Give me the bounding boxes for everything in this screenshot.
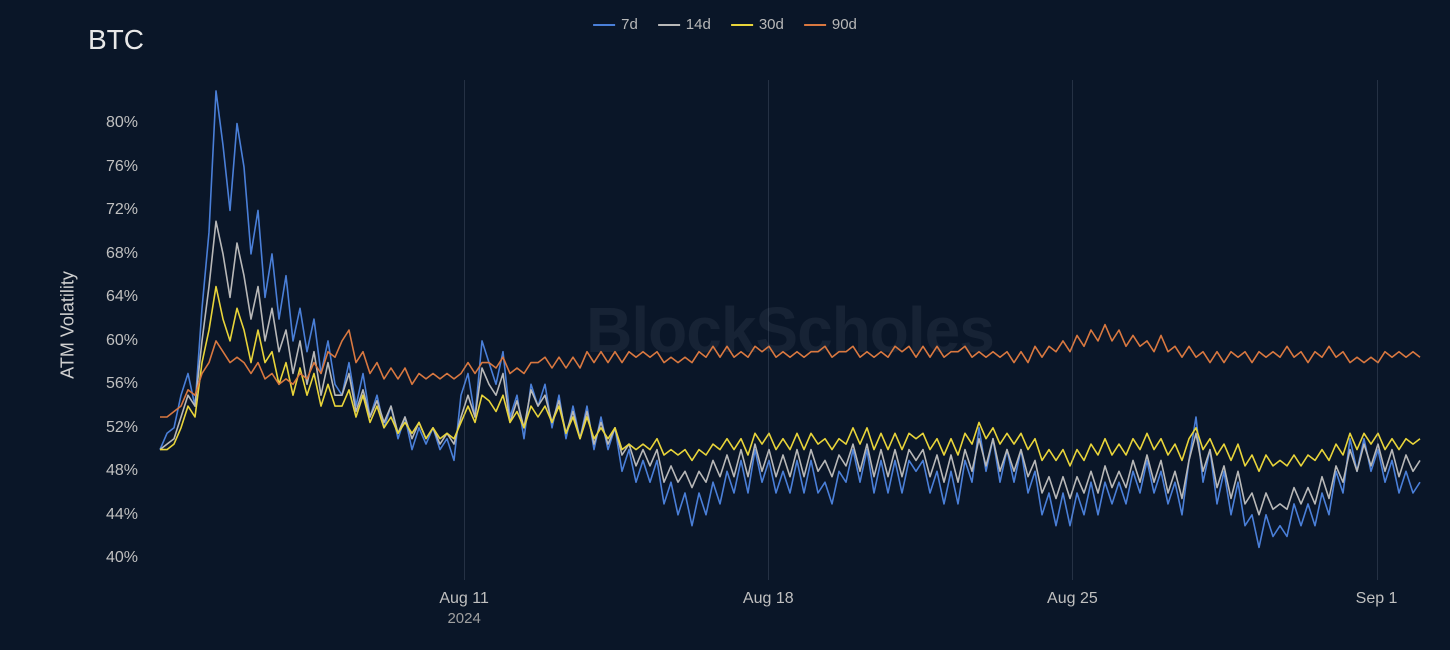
y-tick: 68% bbox=[106, 245, 138, 263]
x-gridline bbox=[1377, 80, 1378, 580]
y-tick: 72% bbox=[106, 201, 138, 219]
legend-label: 30d bbox=[759, 16, 784, 33]
y-tick: 76% bbox=[106, 158, 138, 176]
legend-swatch-icon bbox=[593, 24, 615, 26]
legend-item-30d[interactable]: 30d bbox=[731, 16, 784, 33]
y-tick: 56% bbox=[106, 375, 138, 393]
y-tick: 48% bbox=[106, 462, 138, 480]
x-tick: Aug 18 bbox=[743, 590, 794, 608]
legend-item-90d[interactable]: 90d bbox=[804, 16, 857, 33]
series-30d bbox=[160, 287, 1420, 472]
chart-legend: 7d 14d 30d 90d bbox=[593, 16, 857, 33]
legend-swatch-icon bbox=[658, 24, 680, 26]
legend-swatch-icon bbox=[731, 24, 753, 26]
x-tick: Aug 112024 bbox=[439, 590, 489, 627]
legend-label: 90d bbox=[832, 16, 857, 33]
volatility-chart: BTC 7d 14d 30d 90d ATM Volatility BlockScho… bbox=[0, 0, 1450, 650]
series-90d bbox=[160, 325, 1420, 417]
series-14d bbox=[160, 221, 1420, 515]
chart-lines bbox=[160, 80, 1420, 580]
y-tick: 44% bbox=[106, 506, 138, 524]
x-gridline bbox=[768, 80, 769, 580]
legend-item-7d[interactable]: 7d bbox=[593, 16, 638, 33]
x-tick: Aug 25 bbox=[1047, 590, 1098, 608]
legend-item-14d[interactable]: 14d bbox=[658, 16, 711, 33]
legend-swatch-icon bbox=[804, 24, 826, 26]
y-tick: 52% bbox=[106, 419, 138, 437]
legend-label: 7d bbox=[621, 16, 638, 33]
x-gridline bbox=[464, 80, 465, 580]
y-tick: 60% bbox=[106, 332, 138, 350]
y-tick: 64% bbox=[106, 288, 138, 306]
y-axis-label: ATM Volatility bbox=[57, 271, 78, 379]
legend-label: 14d bbox=[686, 16, 711, 33]
y-tick: 40% bbox=[106, 549, 138, 567]
y-tick: 80% bbox=[106, 114, 138, 132]
chart-title: BTC bbox=[88, 24, 144, 56]
series-7d bbox=[160, 91, 1420, 548]
plot-area: BlockScholes 40%44%48%52%56%60%64%68%72%… bbox=[160, 80, 1420, 580]
x-gridline bbox=[1072, 80, 1073, 580]
x-tick: Sep 1 bbox=[1356, 590, 1398, 608]
